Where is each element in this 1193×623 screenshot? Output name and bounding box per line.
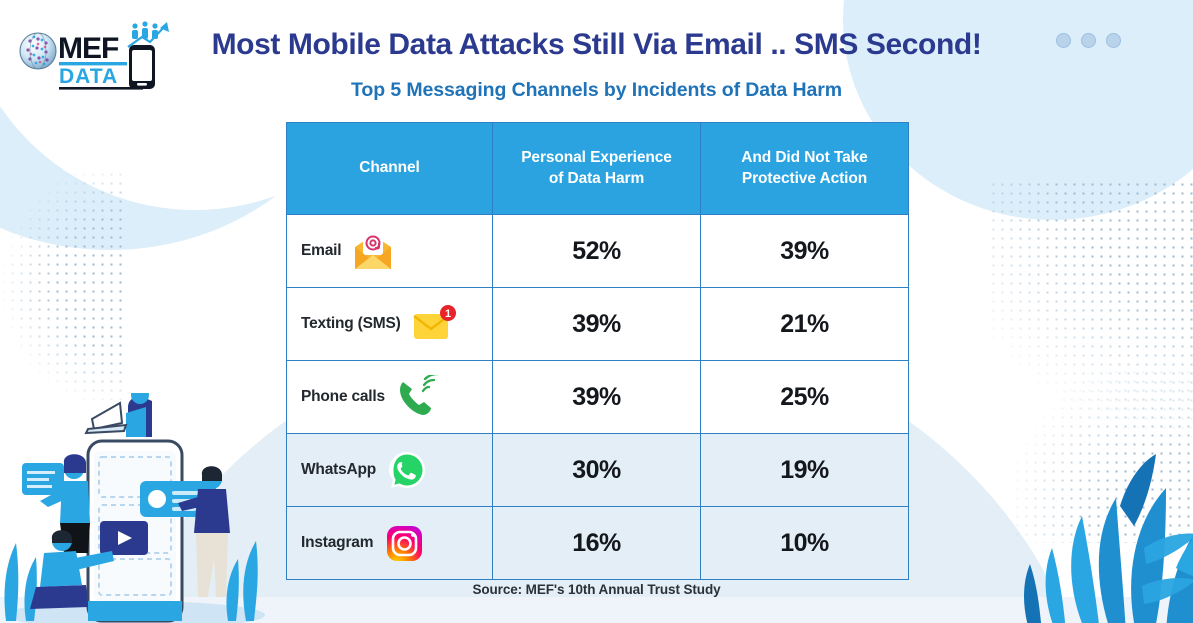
table-row: Texting (SMS) 1 39% 21% bbox=[286, 287, 909, 361]
channel-label: Email bbox=[301, 242, 342, 259]
table-row: Instagram bbox=[286, 506, 909, 580]
dot-2 bbox=[1081, 33, 1096, 48]
cell-channel-sms: Texting (SMS) 1 bbox=[286, 287, 493, 361]
page-subtitle: Top 5 Messaging Channels by Incidents of… bbox=[351, 79, 842, 101]
table-row: Phone calls 39% 25% bbox=[286, 360, 909, 434]
cell-personal-experience: 16% bbox=[492, 506, 701, 580]
source-note: Source: MEF's 10th Annual Trust Study bbox=[472, 582, 721, 597]
cell-personal-experience: 30% bbox=[492, 433, 701, 507]
svg-text:1: 1 bbox=[445, 308, 451, 320]
top-right-dots bbox=[1056, 33, 1121, 48]
open-envelope-at-icon bbox=[355, 233, 392, 269]
people-growth-icon bbox=[127, 21, 169, 48]
svg-text:MEF: MEF bbox=[58, 32, 119, 65]
cell-no-protective-action: 21% bbox=[700, 287, 909, 361]
header-row: Channel Personal Experience of Data Harm… bbox=[286, 122, 909, 215]
dot-1 bbox=[1056, 33, 1071, 48]
table-row: Email 52% 39% bbox=[286, 214, 909, 288]
channel-label: Texting (SMS) bbox=[301, 315, 401, 332]
halftone-dots-left bbox=[0, 170, 125, 400]
header-line: And Did Not Take bbox=[741, 148, 868, 166]
cell-no-protective-action: 19% bbox=[700, 433, 909, 507]
cell-personal-experience: 39% bbox=[492, 287, 701, 361]
channel-label: WhatsApp bbox=[301, 461, 377, 478]
people-around-smartphone-illustration bbox=[4, 393, 265, 623]
channel-label: Phone calls bbox=[301, 388, 385, 405]
page-title: Most Mobile Data Attacks Still Via Email… bbox=[211, 28, 982, 61]
cell-channel-email: Email bbox=[286, 214, 493, 288]
phone-ringing-icon bbox=[399, 375, 439, 415]
column-header-personal-experience: Personal Experience of Data Harm bbox=[492, 122, 701, 215]
cell-no-protective-action: 25% bbox=[700, 360, 909, 434]
header-line: Personal Experience bbox=[521, 148, 672, 166]
channels-table: Channel Personal Experience of Data Harm… bbox=[286, 122, 909, 580]
cell-channel-whatsapp: WhatsApp bbox=[286, 433, 493, 507]
instagram-icon bbox=[387, 526, 423, 561]
cell-channel-instagram: Instagram bbox=[286, 506, 493, 580]
header-line: Channel bbox=[359, 159, 420, 177]
cell-channel-phone: Phone calls bbox=[286, 360, 493, 434]
cell-no-protective-action: 10% bbox=[700, 506, 909, 580]
table-header: Channel Personal Experience of Data Harm… bbox=[286, 122, 909, 215]
header-block: Most Mobile Data Attacks Still Via Email… bbox=[0, 28, 1193, 102]
header-line: of Data Harm bbox=[548, 169, 645, 187]
cell-personal-experience: 39% bbox=[492, 360, 701, 434]
channel-label: Instagram bbox=[301, 534, 374, 551]
data-table-wrapper: Channel Personal Experience of Data Harm… bbox=[286, 122, 909, 580]
column-header-no-protective-action: And Did Not Take Protective Action bbox=[700, 122, 909, 215]
svg-text:DATA: DATA bbox=[59, 65, 118, 88]
envelope-badge-one-icon: 1 bbox=[412, 305, 456, 339]
column-header-channel: Channel bbox=[286, 122, 493, 215]
mef-data-logo: MEF DATA bbox=[19, 21, 169, 90]
cell-no-protective-action: 39% bbox=[700, 214, 909, 288]
table-body: Email 52% 39% bbox=[286, 214, 909, 580]
blue-leaves-decoration bbox=[1024, 454, 1193, 623]
phone-icon bbox=[129, 45, 155, 89]
cell-personal-experience: 52% bbox=[492, 214, 701, 288]
globe-icon bbox=[19, 32, 57, 70]
header-line: Protective Action bbox=[741, 169, 868, 187]
table-row: WhatsApp 30% 19% bbox=[286, 433, 909, 507]
whatsapp-icon bbox=[389, 452, 426, 488]
dot-3 bbox=[1106, 33, 1121, 48]
